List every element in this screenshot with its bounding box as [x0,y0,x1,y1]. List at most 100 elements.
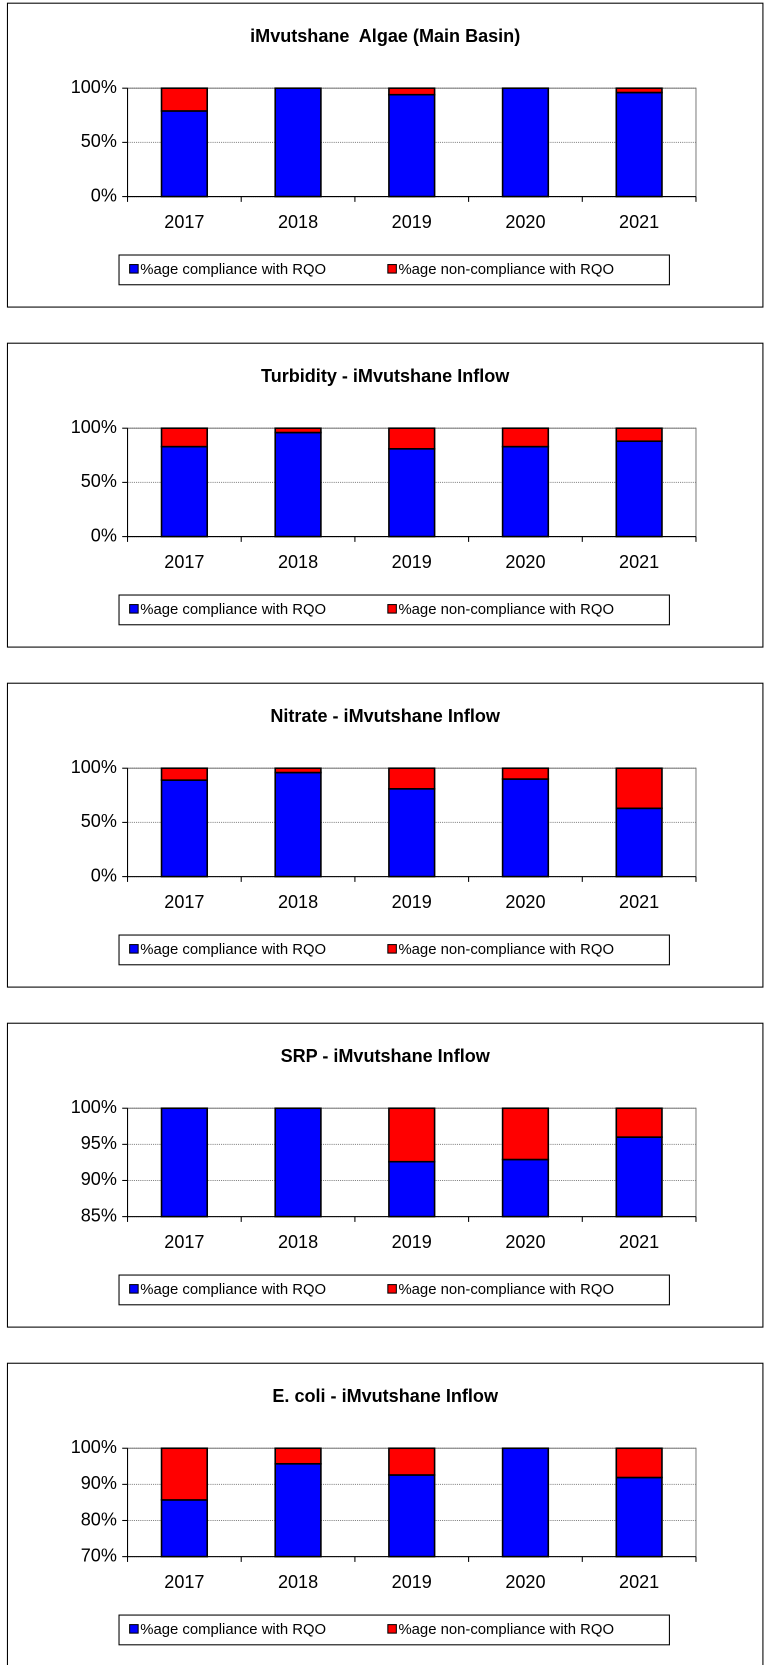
legend-label: %age non-compliance with RQO [398,602,614,618]
legend-label: %age compliance with RQO [140,1282,326,1298]
bar-segment [388,87,436,96]
bar-segment [388,1107,436,1163]
y-tick-label: 95% [81,1133,117,1153]
bar-segment [501,767,550,780]
y-tick-label: 100% [71,77,117,97]
y-tick-label: 0% [91,525,117,545]
legend-swatch [129,944,139,954]
chart-title: Nitrate - iMvutshane Inflow [270,706,501,726]
bar-segment [388,427,436,450]
bar-segment [274,1107,322,1218]
legend-label: %age compliance with RQO [140,602,326,618]
bar-segment [615,91,663,198]
x-tick-label: 2021 [619,212,659,232]
bar-segment [274,87,322,198]
x-tick-label: 2020 [505,892,545,912]
legend-swatch [387,944,397,954]
y-tick-label: 50% [81,131,117,151]
legend-label: %age non-compliance with RQO [398,1282,614,1298]
legend-swatch [387,604,397,614]
bar-segment [615,1107,663,1138]
bar-segment [501,1447,550,1558]
bar-segment [160,1499,209,1558]
legend-label: %age compliance with RQO [140,1622,326,1638]
bar-segment [160,427,209,448]
chart-title: SRP - iMvutshane Inflow [281,1046,491,1066]
legend-label: %age non-compliance with RQO [398,942,614,958]
bar-segment [388,93,436,198]
bar-segment [274,1447,322,1465]
y-tick-label: 90% [81,1169,117,1189]
y-tick-label: 100% [71,1437,117,1457]
x-tick-label: 2021 [619,892,659,912]
bar-segment [615,440,663,538]
x-tick-label: 2018 [278,552,318,572]
legend-label: %age non-compliance with RQO [398,1622,614,1638]
bar-segment [274,1462,322,1558]
x-tick-label: 2020 [505,1232,545,1252]
bar-segment [615,1476,663,1558]
x-tick-label: 2017 [164,1232,204,1252]
bar-segment [388,447,436,538]
x-tick-label: 2019 [392,1232,432,1252]
x-tick-label: 2020 [505,212,545,232]
x-tick-label: 2018 [278,892,318,912]
bar-segment [615,1136,663,1218]
x-tick-label: 2018 [278,212,318,232]
x-tick-label: 2017 [164,892,204,912]
legend-swatch [387,1624,397,1634]
bar-segment [274,431,322,538]
bar-segment [160,445,209,538]
y-tick-label: 85% [81,1205,117,1225]
bar-segment [615,1447,663,1479]
x-tick-label: 2018 [278,1232,318,1252]
chart-title: E. coli - iMvutshane Inflow [272,1386,499,1406]
x-tick-label: 2020 [505,552,545,572]
legend-swatch [129,604,139,614]
bar-segment [501,778,550,878]
x-tick-label: 2017 [164,1572,204,1592]
y-tick-label: 90% [81,1473,117,1493]
bar-segment [160,110,209,198]
bar-segment [615,427,663,443]
bar-segment [160,1107,209,1218]
bar-segment [274,767,322,774]
legend-swatch [129,264,139,274]
x-tick-label: 2021 [619,552,659,572]
bar-segment [388,767,436,790]
x-tick-label: 2020 [505,1572,545,1592]
legend-label: %age non-compliance with RQO [398,262,614,278]
chart-title: Turbidity - iMvutshane Inflow [261,366,510,386]
bar-segment [274,771,322,878]
bar-segment [615,807,663,878]
bar-segment [274,427,322,434]
x-tick-label: 2017 [164,552,204,572]
y-tick-label: 50% [81,811,117,831]
x-tick-label: 2021 [619,1572,659,1592]
legend-swatch [129,1624,139,1634]
bar-segment [501,1107,550,1161]
bar-segment [388,1160,436,1218]
bar-segment [160,87,209,112]
y-tick-label: 80% [81,1509,117,1529]
bar-segment [501,1158,550,1218]
bar-segment [160,1447,209,1501]
y-tick-label: 70% [81,1545,117,1565]
y-tick-label: 0% [91,185,117,205]
x-tick-label: 2018 [278,1572,318,1592]
legend-swatch [129,1284,139,1294]
x-tick-label: 2021 [619,1232,659,1252]
bar-segment [388,1474,436,1558]
y-tick-label: 100% [71,757,117,777]
bar-segment [388,788,436,878]
y-tick-label: 0% [91,865,117,885]
y-tick-label: 100% [71,1097,117,1117]
legend-swatch [387,1284,397,1294]
x-tick-label: 2019 [392,552,432,572]
chart-title: iMvutshane Algae (Main Basin) [250,26,520,46]
legend-swatch [387,264,397,274]
legend-label: %age compliance with RQO [140,942,326,958]
bar-segment [501,87,550,198]
x-tick-label: 2019 [392,892,432,912]
y-tick-label: 100% [71,417,117,437]
